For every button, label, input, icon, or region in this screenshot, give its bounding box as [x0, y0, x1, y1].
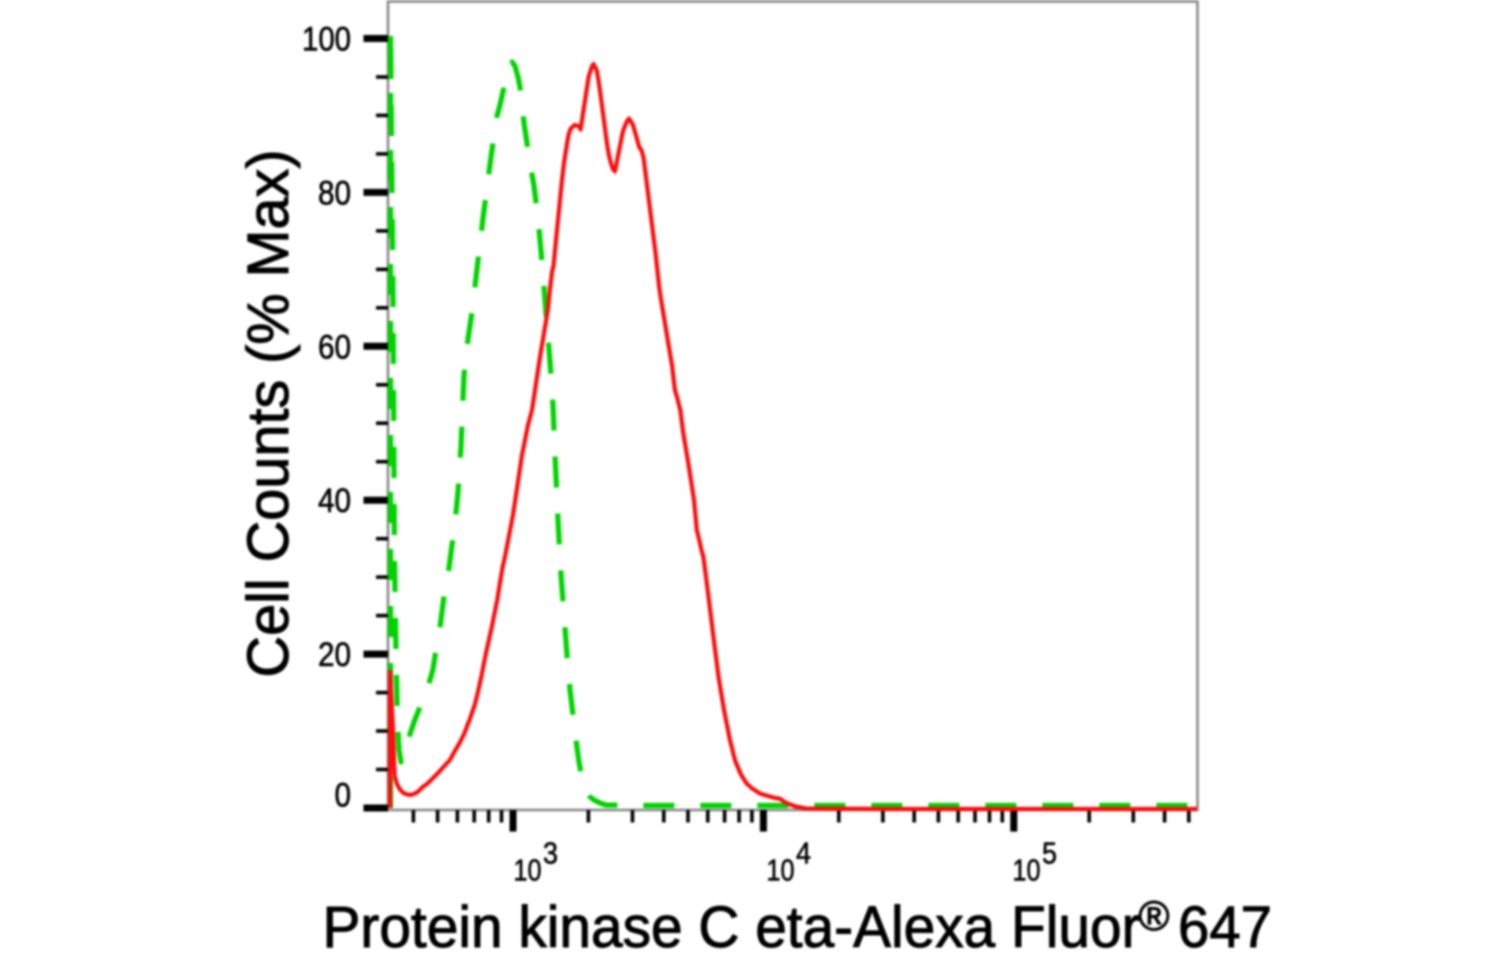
svg-text:4: 4 — [796, 836, 811, 870]
svg-text:Protein kinase C eta-Alexa Flu: Protein kinase C eta-Alexa Fluor — [323, 895, 1141, 960]
svg-text:10: 10 — [1013, 854, 1041, 888]
svg-text:Cell Counts (% Max): Cell Counts (% Max) — [236, 150, 301, 678]
svg-text:80: 80 — [318, 174, 351, 212]
svg-text:60: 60 — [318, 328, 351, 366]
svg-text:®: ® — [1139, 892, 1170, 939]
svg-text:0: 0 — [335, 777, 352, 815]
svg-text:100: 100 — [302, 21, 351, 59]
svg-text:10: 10 — [767, 854, 795, 888]
svg-text:647: 647 — [1178, 895, 1272, 960]
svg-text:5: 5 — [1042, 836, 1057, 870]
svg-text:10: 10 — [514, 854, 542, 888]
svg-text:40: 40 — [318, 482, 351, 520]
svg-text:20: 20 — [318, 636, 351, 674]
svg-text:3: 3 — [543, 836, 558, 870]
